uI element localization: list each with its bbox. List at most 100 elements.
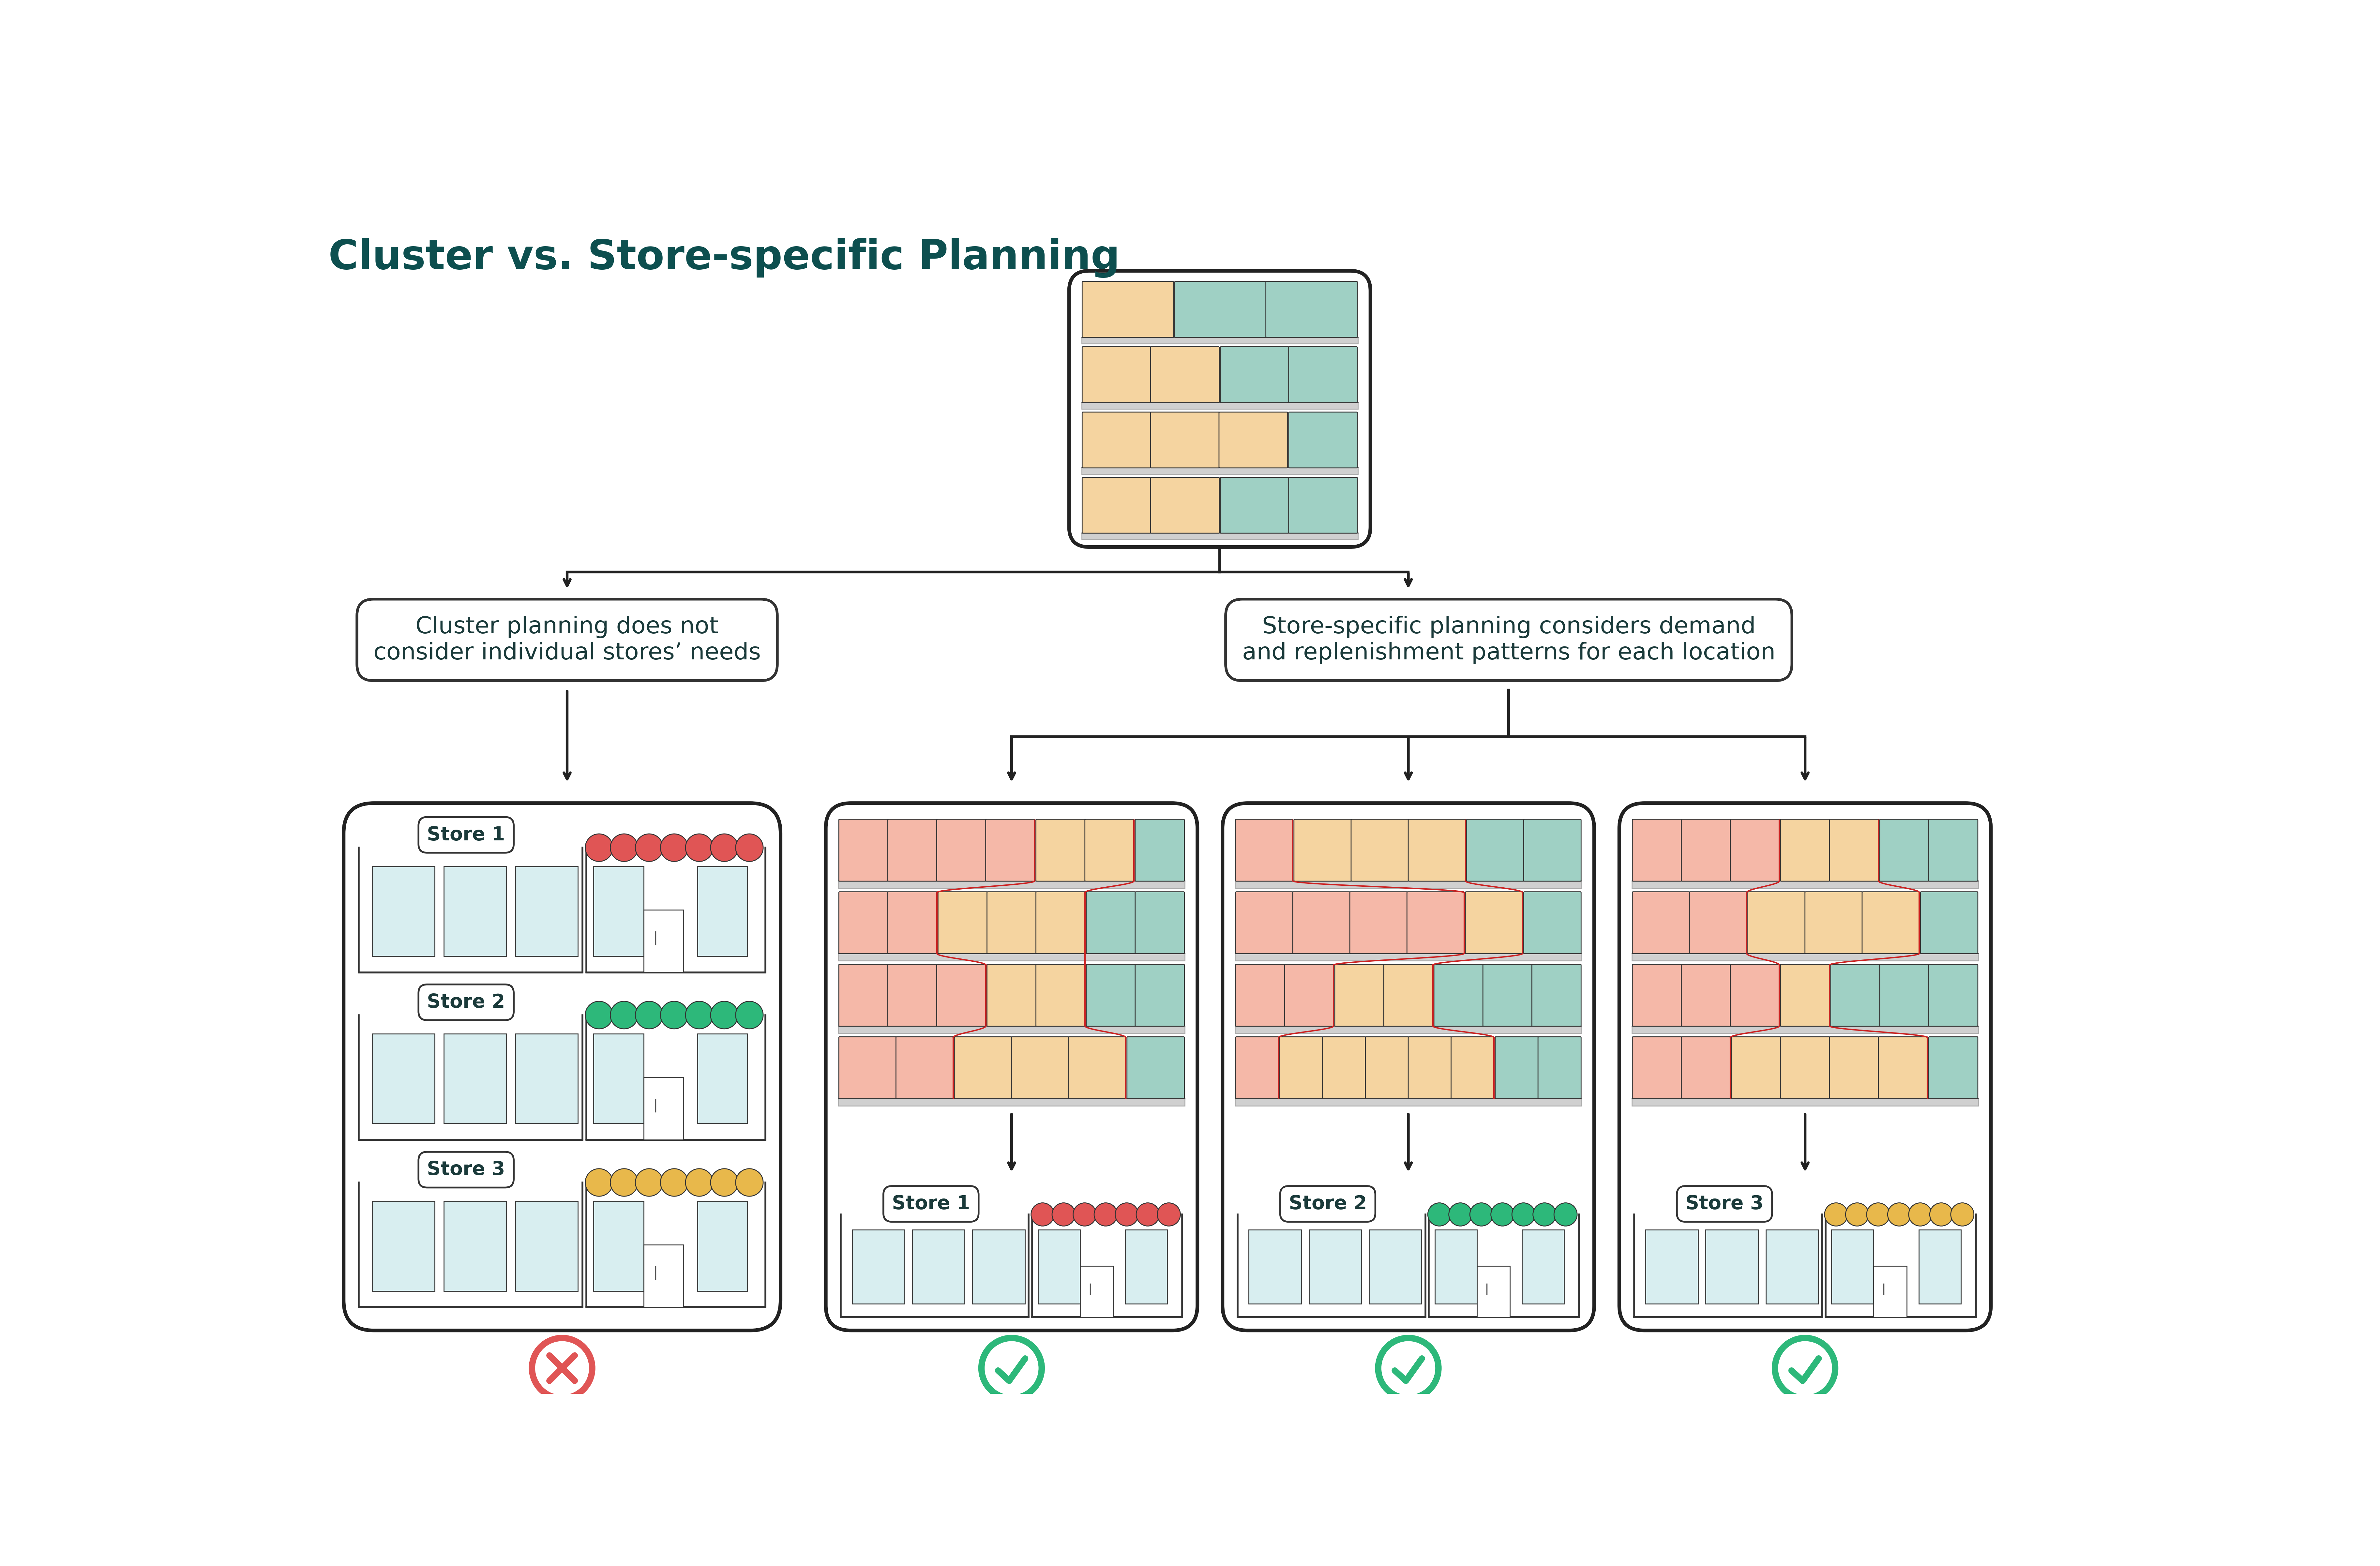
FancyBboxPatch shape [1085, 965, 1135, 1026]
Circle shape [1554, 1203, 1578, 1226]
Circle shape [981, 1337, 1042, 1398]
FancyBboxPatch shape [1921, 891, 1978, 954]
Bar [1235, 954, 1583, 960]
Bar [838, 882, 1185, 888]
FancyBboxPatch shape [838, 965, 888, 1026]
Bar [516, 1034, 578, 1123]
FancyBboxPatch shape [1085, 819, 1135, 882]
FancyBboxPatch shape [1288, 346, 1357, 402]
FancyBboxPatch shape [1069, 271, 1371, 547]
FancyBboxPatch shape [1830, 1037, 1878, 1099]
Bar [973, 1229, 1026, 1304]
Circle shape [585, 1001, 612, 1029]
Circle shape [1471, 1203, 1492, 1226]
FancyBboxPatch shape [1366, 1037, 1409, 1099]
FancyBboxPatch shape [1292, 891, 1349, 954]
Bar [593, 866, 643, 957]
Bar [1706, 1229, 1759, 1304]
FancyBboxPatch shape [1085, 891, 1135, 954]
FancyBboxPatch shape [1633, 891, 1690, 954]
Circle shape [1031, 1203, 1054, 1226]
Circle shape [585, 1168, 612, 1196]
Text: Store-specific planning considers demand
and replenishment patterns for each loc: Store-specific planning considers demand… [1242, 615, 1775, 664]
Bar [697, 866, 747, 957]
Bar [1309, 1229, 1361, 1304]
FancyBboxPatch shape [1466, 819, 1523, 882]
Bar [1235, 1098, 1583, 1106]
FancyBboxPatch shape [1235, 965, 1285, 1026]
FancyBboxPatch shape [1730, 819, 1780, 882]
FancyBboxPatch shape [1452, 1037, 1495, 1099]
FancyBboxPatch shape [1433, 965, 1483, 1026]
Circle shape [1952, 1203, 1973, 1226]
FancyBboxPatch shape [895, 1037, 954, 1099]
Bar [516, 866, 578, 957]
Text: Cluster planning does not
consider individual stores’ needs: Cluster planning does not consider indiv… [374, 615, 762, 664]
Bar [1368, 1229, 1421, 1304]
FancyBboxPatch shape [1633, 965, 1683, 1026]
FancyBboxPatch shape [938, 891, 988, 954]
Bar [838, 954, 1185, 960]
Circle shape [1449, 1203, 1471, 1226]
FancyBboxPatch shape [1928, 1037, 1978, 1099]
FancyBboxPatch shape [1083, 282, 1173, 337]
FancyBboxPatch shape [1780, 819, 1830, 882]
FancyBboxPatch shape [1830, 965, 1880, 1026]
Circle shape [533, 1337, 593, 1398]
FancyBboxPatch shape [1235, 891, 1292, 954]
FancyBboxPatch shape [988, 965, 1035, 1026]
Circle shape [712, 1001, 738, 1029]
FancyBboxPatch shape [1409, 819, 1466, 882]
Circle shape [1095, 1203, 1116, 1226]
FancyBboxPatch shape [1069, 1037, 1126, 1099]
FancyBboxPatch shape [1035, 819, 1085, 882]
FancyBboxPatch shape [938, 965, 985, 1026]
FancyBboxPatch shape [1323, 1037, 1366, 1099]
Bar [371, 866, 436, 957]
Bar [1081, 532, 1359, 539]
Text: Store 2: Store 2 [1288, 1195, 1366, 1214]
FancyBboxPatch shape [1830, 819, 1878, 882]
FancyBboxPatch shape [1409, 1037, 1452, 1099]
Circle shape [659, 833, 688, 861]
FancyBboxPatch shape [1288, 478, 1357, 532]
Circle shape [1775, 1337, 1835, 1398]
Bar [443, 866, 507, 957]
FancyBboxPatch shape [1928, 819, 1978, 882]
FancyBboxPatch shape [1035, 965, 1085, 1026]
FancyBboxPatch shape [1861, 891, 1918, 954]
Circle shape [1490, 1203, 1514, 1226]
Bar [643, 910, 683, 972]
Bar [1081, 402, 1359, 409]
Circle shape [635, 1168, 664, 1196]
Circle shape [735, 1168, 764, 1196]
Bar [1633, 954, 1978, 960]
FancyBboxPatch shape [1176, 282, 1266, 337]
FancyBboxPatch shape [1083, 346, 1152, 402]
FancyBboxPatch shape [1633, 819, 1683, 882]
Circle shape [1116, 1203, 1138, 1226]
FancyBboxPatch shape [1733, 1037, 1780, 1099]
FancyBboxPatch shape [1335, 965, 1385, 1026]
Circle shape [685, 833, 714, 861]
FancyBboxPatch shape [1285, 965, 1333, 1026]
FancyBboxPatch shape [1221, 478, 1290, 532]
FancyBboxPatch shape [1928, 965, 1978, 1026]
Circle shape [635, 833, 664, 861]
FancyBboxPatch shape [1466, 891, 1523, 954]
Bar [371, 1201, 436, 1290]
Circle shape [1844, 1203, 1868, 1226]
Bar [1081, 337, 1359, 343]
Bar [1038, 1229, 1081, 1304]
FancyBboxPatch shape [1266, 282, 1357, 337]
FancyBboxPatch shape [988, 891, 1035, 954]
Bar [1250, 1229, 1302, 1304]
FancyBboxPatch shape [1221, 346, 1290, 402]
FancyBboxPatch shape [888, 965, 938, 1026]
Text: Store 1: Store 1 [892, 1195, 971, 1214]
FancyBboxPatch shape [1295, 819, 1352, 882]
Circle shape [1825, 1203, 1847, 1226]
Bar [1478, 1265, 1509, 1317]
Circle shape [1930, 1203, 1954, 1226]
FancyBboxPatch shape [1135, 891, 1185, 954]
